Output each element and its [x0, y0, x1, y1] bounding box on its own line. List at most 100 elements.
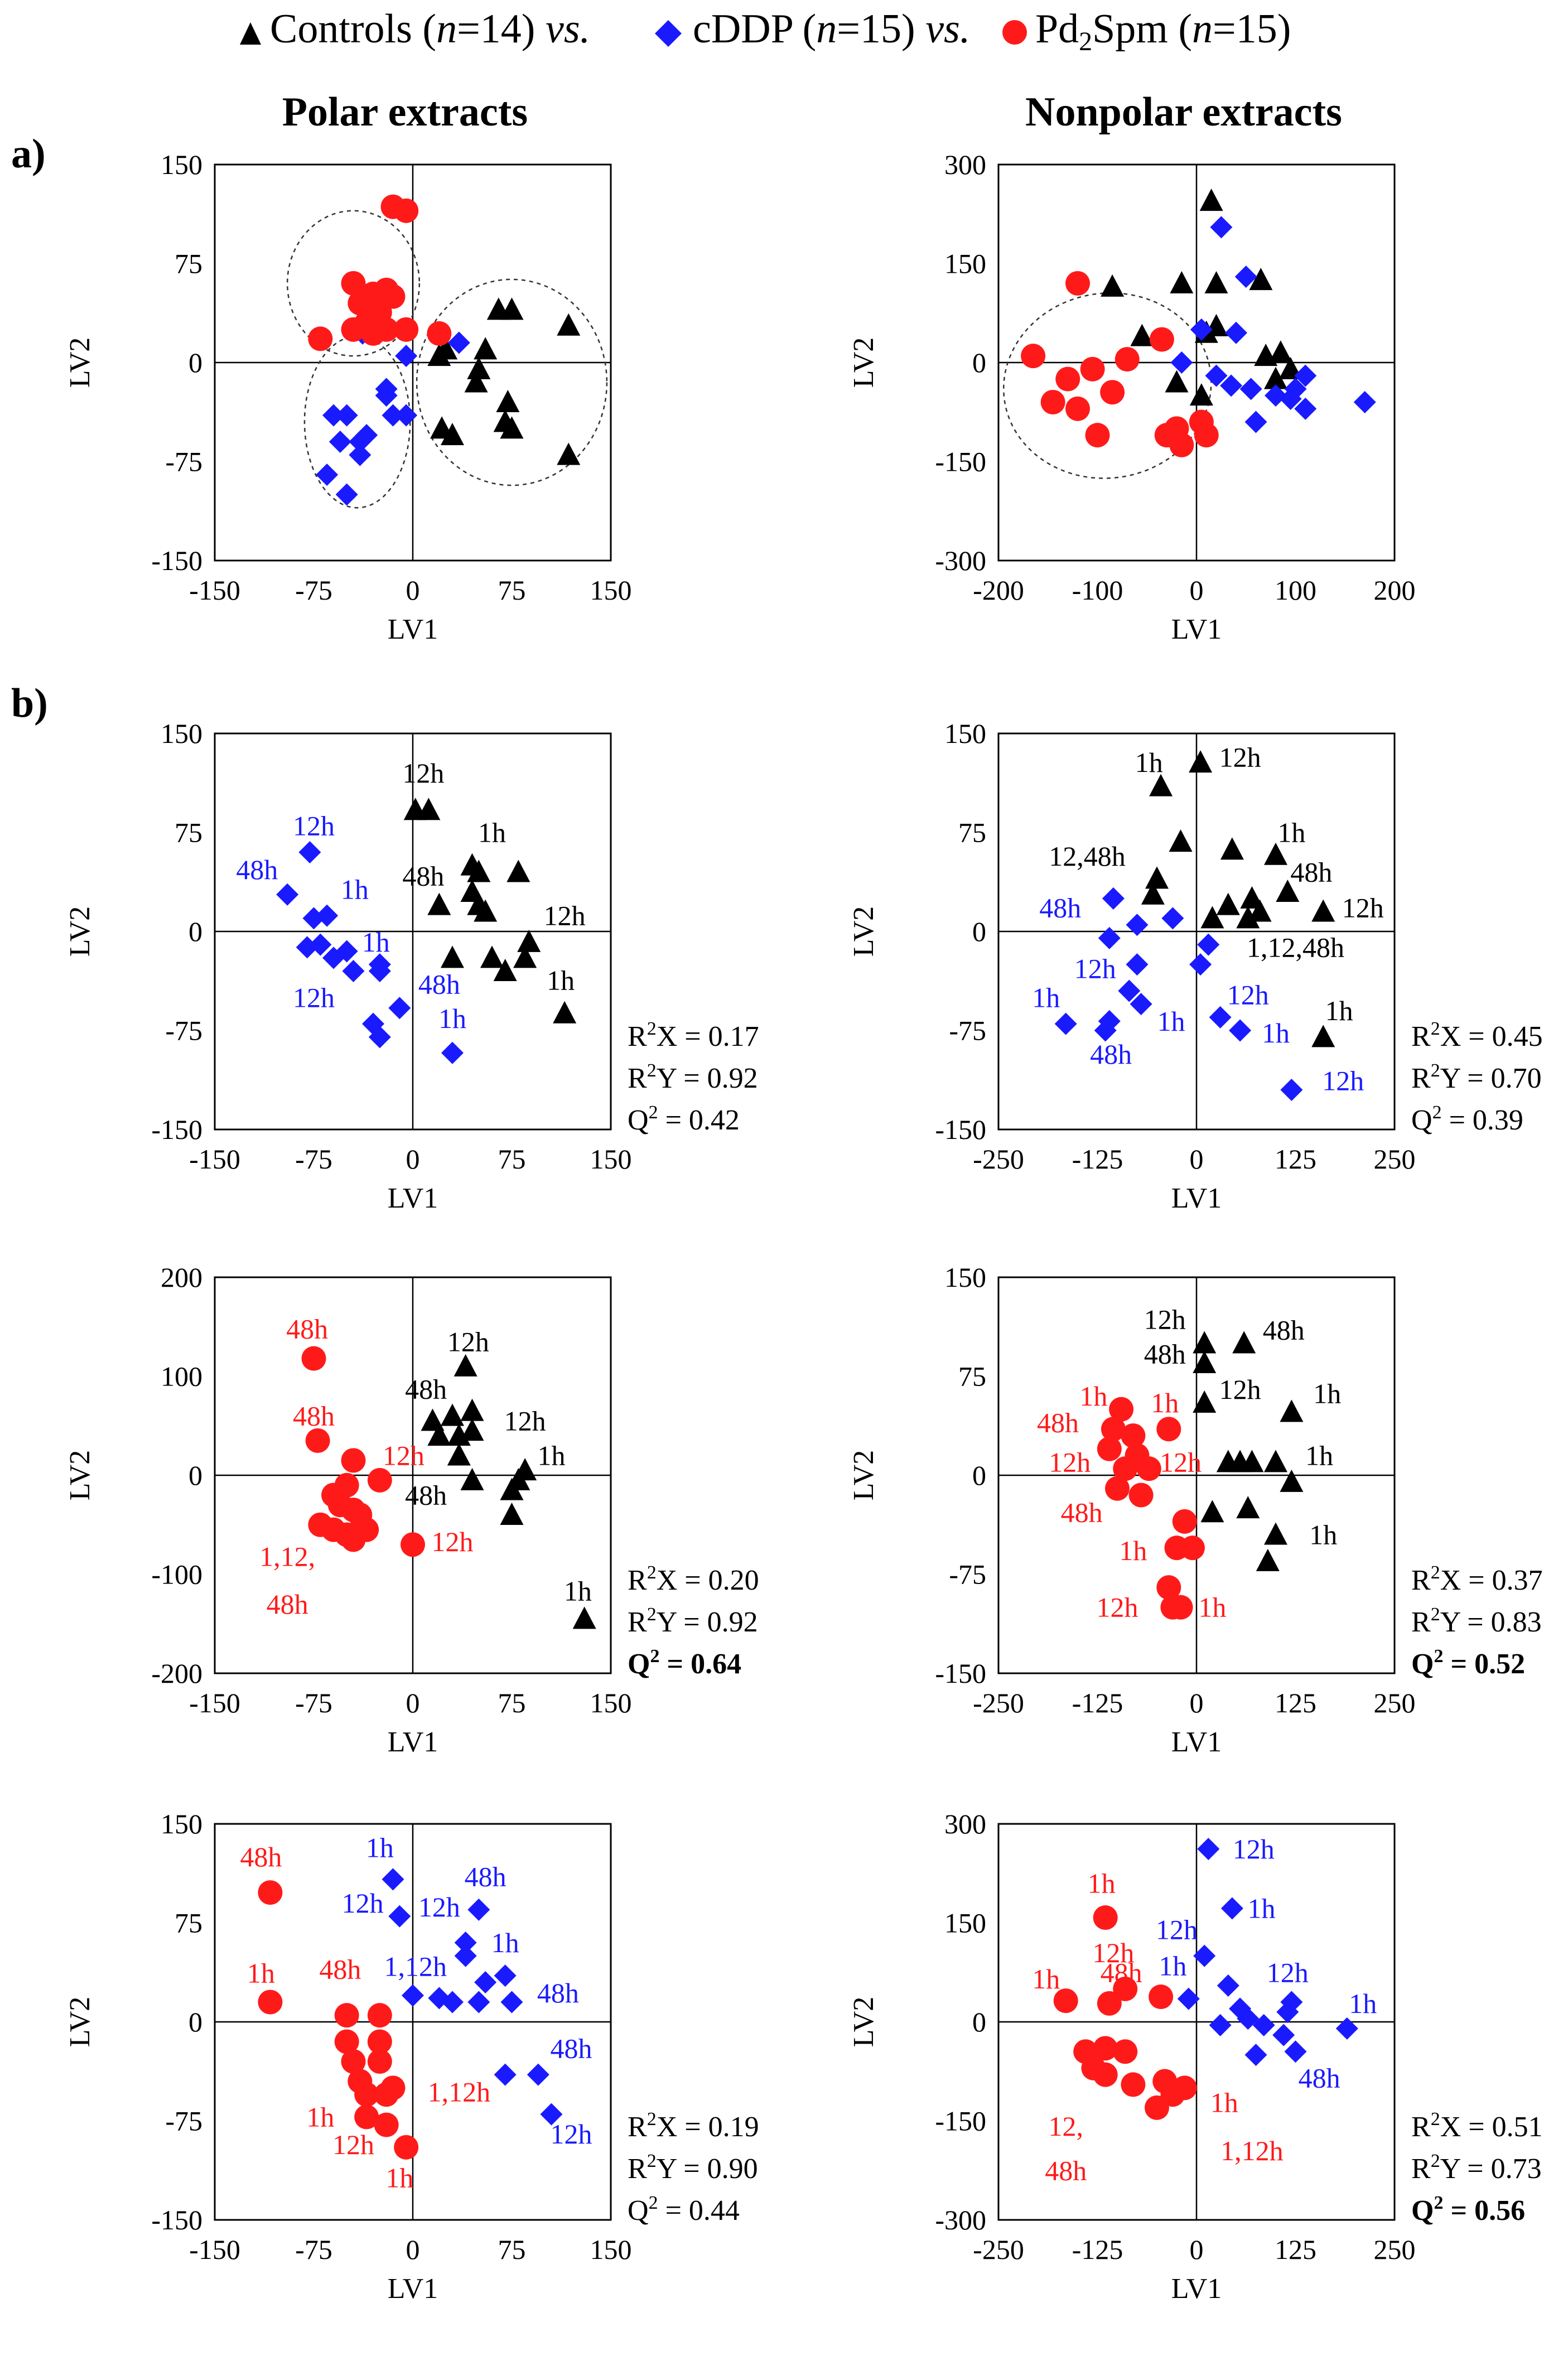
model-stat: R2X = 0.17 [628, 1018, 759, 1052]
x-tick-label: -150 [189, 1687, 240, 1718]
y-tick-label: -75 [165, 2106, 202, 2137]
x-tick-label: -75 [295, 1143, 332, 1175]
legend-label-cddp: cDDP (n=15) vs. [693, 6, 970, 52]
data-point-circle [1093, 2062, 1118, 2087]
y-tick-label: -150 [151, 545, 202, 576]
point-label: 1h [1157, 1006, 1185, 1037]
x-tick-label: 125 [1275, 1143, 1316, 1175]
point-label: 1h [564, 1576, 592, 1607]
data-point-circle [367, 2003, 392, 2028]
data-point-triangle [1193, 1331, 1217, 1354]
x-tick-label: -75 [295, 1687, 332, 1718]
y-tick-label: 300 [944, 149, 986, 180]
x-tick-label: 0 [406, 1687, 420, 1718]
data-point-circle [1113, 1976, 1138, 2001]
column-title-nonpolar: Nonpolar extracts [1025, 89, 1342, 135]
model-stat: Q2 = 0.44 [628, 2193, 740, 2227]
data-point-diamond [1217, 1974, 1239, 1997]
data-point-circle [367, 2029, 392, 2054]
data-point-circle [334, 2029, 359, 2054]
series-pd2spm [1053, 1905, 1197, 2120]
x-tick-label: 0 [406, 574, 420, 606]
data-point-diamond [1252, 2014, 1275, 2036]
point-label: 48h [1037, 1407, 1079, 1438]
data-point-circle [394, 2135, 419, 2160]
point-label: 48h [537, 1977, 579, 2008]
x-tick-label: 75 [498, 1143, 526, 1175]
y-tick-label: -75 [165, 446, 202, 477]
data-point-diamond [494, 1964, 517, 1987]
y-tick-label: 150 [944, 1908, 986, 1939]
data-point-triangle [427, 892, 451, 915]
x-tick-label: 125 [1275, 1687, 1316, 1718]
point-label: 48h [286, 1313, 328, 1344]
point-label: 12h [342, 1887, 384, 1919]
point-label: 1h [1159, 1950, 1186, 1981]
x-tick-label: -75 [295, 574, 332, 606]
data-point-diamond [1126, 914, 1149, 936]
data-point-diamond [467, 1991, 490, 2014]
data-point-triangle [1240, 1450, 1264, 1472]
x-axis-label: LV1 [1171, 614, 1222, 645]
y-tick-label: 150 [161, 149, 202, 180]
x-axis-label: LV1 [388, 1182, 438, 1214]
point-label: 48h [236, 854, 278, 885]
model-stat: R2Y = 0.92 [628, 1604, 758, 1638]
data-point-circle [1168, 1595, 1193, 1620]
model-stat: Q2 = 0.52 [1411, 1646, 1525, 1680]
data-point-circle [394, 198, 419, 223]
x-tick-label: -150 [189, 574, 240, 606]
x-tick-label: 75 [498, 574, 526, 606]
data-point-triangle [1145, 866, 1169, 889]
data-point-diamond [1244, 411, 1267, 433]
data-point-diamond [1209, 1006, 1232, 1029]
y-axis-label: LV2 [848, 906, 880, 957]
data-point-circle [1156, 1575, 1181, 1600]
legend-marker-controls [240, 22, 261, 45]
data-point-circle [1040, 390, 1065, 414]
series-cddp [382, 1868, 563, 2126]
data-point-triangle [1240, 886, 1264, 909]
point-label: 12h [1144, 1304, 1186, 1335]
data-point-circle [334, 2003, 359, 2028]
data-point-triangle [506, 860, 530, 882]
data-point-circle [258, 1880, 283, 1905]
data-point-triangle [517, 929, 541, 952]
point-label: 1,12h [1220, 2135, 1284, 2166]
data-point-circle [1149, 1985, 1174, 2010]
data-point-triangle [1236, 906, 1260, 929]
data-point-diamond [1294, 364, 1317, 387]
y-axis-label: LV2 [64, 1450, 96, 1501]
x-tick-label: -100 [1072, 574, 1123, 606]
model-stat: R2Y = 0.73 [1411, 2151, 1542, 2185]
data-point-diamond [1189, 953, 1212, 976]
chart-b2-polar: -150 -75 0 75 150-200-1000100200LV1LV212h48h… [64, 1262, 759, 1758]
data-point-triangle [1280, 1469, 1304, 1492]
data-point-triangle [441, 1403, 464, 1426]
point-label: 48h [551, 2032, 592, 2064]
model-stat: Q2 = 0.42 [628, 1102, 740, 1136]
data-point-diamond [1102, 887, 1125, 910]
data-point-circle [1172, 2075, 1197, 2101]
data-point-circle [1065, 271, 1090, 296]
data-point-diamond [454, 1944, 477, 1967]
legend-label-controls: Controls (n=14) vs. [270, 6, 590, 52]
data-point-triangle [427, 1423, 451, 1446]
point-label: 12h [1219, 1374, 1261, 1405]
data-point-triangle [1101, 274, 1125, 297]
point-label: 1h [306, 2101, 334, 2132]
data-point-triangle [1170, 271, 1194, 293]
point-label: 1h [491, 1927, 519, 1958]
data-point-triangle [1165, 370, 1189, 393]
point-label: 48h [1101, 1957, 1142, 1988]
data-point-circle [341, 1448, 366, 1473]
series-cddp [316, 322, 470, 506]
point-label: 12h [1219, 742, 1261, 773]
y-axis-label: LV2 [848, 1450, 880, 1501]
data-point-triangle [1200, 1500, 1224, 1523]
point-label: 1h [385, 2162, 413, 2193]
data-point-diamond [368, 960, 391, 982]
point-label: 12h [1227, 979, 1269, 1011]
chart-b1-polar: -150 -75 0 75 150-150-75075150LV1LV212h48h1h… [64, 718, 759, 1214]
